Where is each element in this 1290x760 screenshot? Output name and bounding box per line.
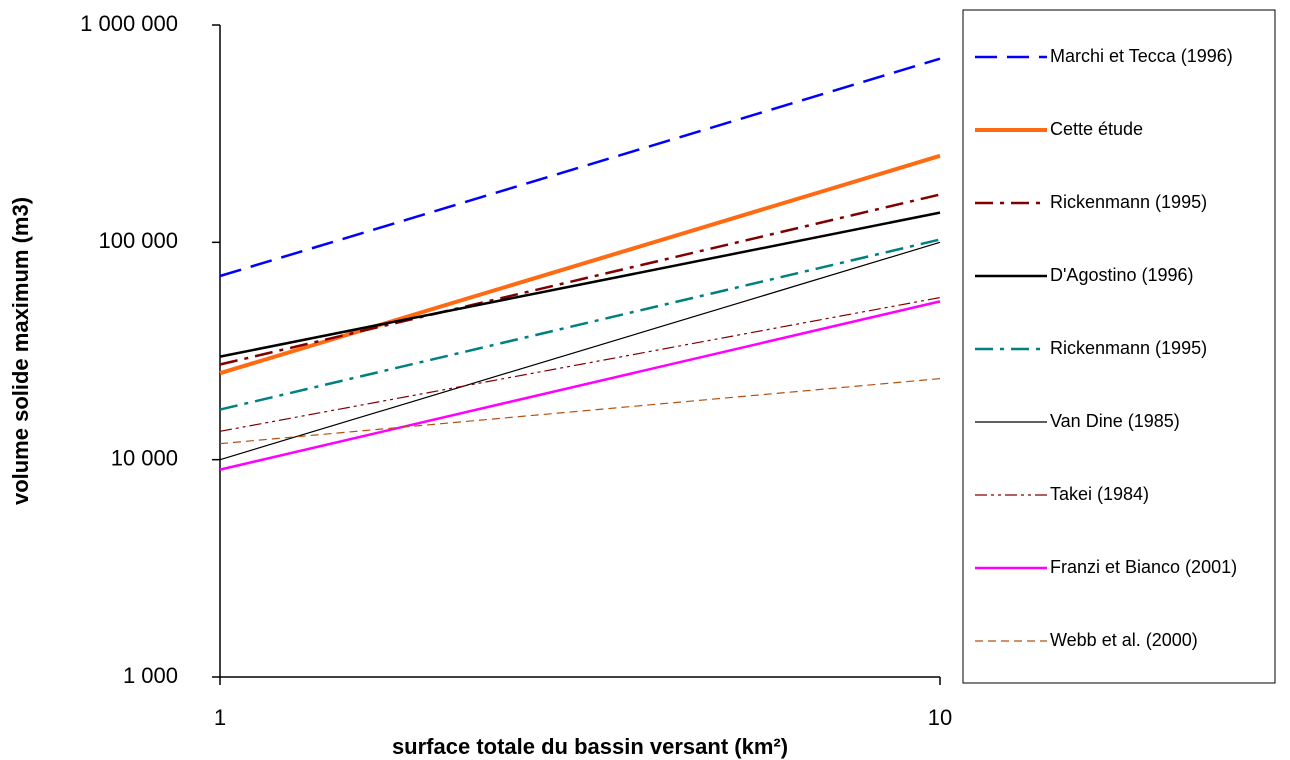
series-line — [219, 193, 941, 366]
legend-box — [962, 9, 1276, 684]
series-line — [219, 300, 941, 471]
legend-label: Franzi et Bianco (2001) — [1050, 557, 1237, 577]
y-tick-label: 100 000 — [98, 228, 178, 253]
series-line — [219, 211, 941, 358]
legend-label: Marchi et Tecca (1996) — [1050, 46, 1233, 66]
x-tick-label: 10 — [928, 705, 952, 730]
series-line — [219, 296, 941, 432]
y-axis-title: volume solide maximum (m3) — [8, 197, 33, 505]
series-line — [219, 378, 941, 445]
y-tick-label: 1 000 000 — [80, 11, 178, 36]
legend: Marchi et Tecca (1996) Cette étude Rickenm… — [975, 46, 1237, 650]
legend-label: D'Agostino (1996) — [1050, 265, 1194, 285]
legend-label: Rickenmann (1995) — [1050, 192, 1207, 212]
series-line — [219, 57, 941, 278]
legend-label: Van Dine (1985) — [1050, 411, 1180, 431]
legend-label: Webb et al. (2000) — [1050, 630, 1198, 650]
x-tick-label: 1 — [214, 705, 226, 730]
series-line — [219, 238, 941, 411]
y-tick-label: 1 000 — [123, 663, 178, 688]
legend-label: Cette étude — [1050, 119, 1143, 139]
series-line — [219, 241, 941, 461]
legend-label: Takei (1984) — [1050, 484, 1149, 504]
y-tick-label: 10 000 — [111, 445, 178, 470]
x-axis-title: surface totale du bassin versant (km²) — [392, 734, 788, 759]
legend-label: Rickenmann (1995) — [1050, 338, 1207, 358]
